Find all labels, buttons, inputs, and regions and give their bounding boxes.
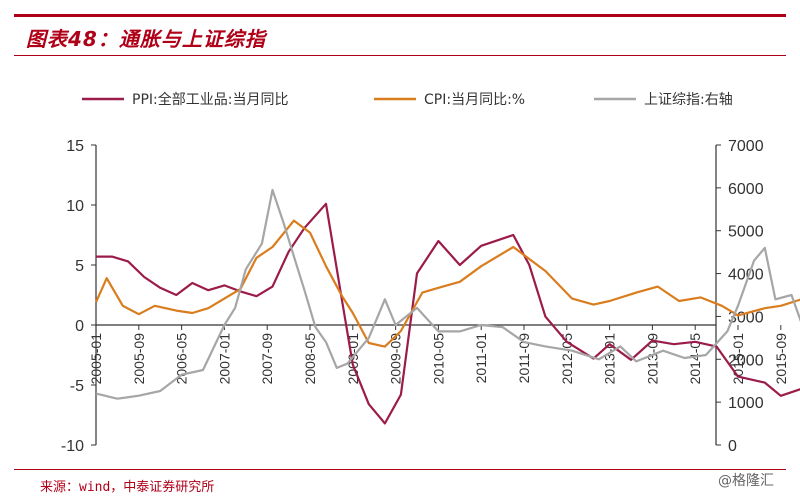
y-right-tick-label: 7000 [728,138,764,155]
y-left-tick-label: 0 [75,318,84,335]
x-tick-label: 2007-09 [259,333,275,385]
x-tick-label: 2010-05 [430,333,446,385]
legend-label-1: CPI:当月同比:% [424,92,525,108]
x-tick-label: 2005-09 [131,333,147,385]
y-right-tick-label: 2000 [728,352,764,369]
legend: PPI:全部工业品:当月同比 CPI:当月同比:% 上证综指:右轴 [82,91,733,108]
y-left-tick-label: 10 [66,198,84,215]
y-left-tick-label: -10 [61,438,84,455]
x-tick-label: 2013-09 [644,333,660,385]
title-bar: 图表48：通胀与上证综指 [14,14,786,56]
legend-label-0: PPI:全部工业品:当月同比 [132,91,288,108]
series-lines [94,188,800,425]
x-tick-label: 2008-05 [302,333,318,385]
y-right-tick-label: 0 [728,438,737,455]
footer-divider [14,469,786,470]
x-tick-label: 2005-01 [88,333,104,385]
source-note: 来源：wind，中泰证券研究所 [40,480,215,495]
x-tick-label: 2011-09 [516,333,532,384]
y-left-tick-label: 15 [66,138,84,155]
y-right-tick-label: 6000 [728,181,764,198]
x-tick-label: 2011-01 [473,333,489,384]
y-left-tick-label: 5 [75,258,84,275]
x-tick-label: 2015-09 [773,333,789,385]
series-line-1 [94,219,800,348]
y-left-tick-label: -5 [70,378,84,395]
chart-title: 图表48：通胀与上证综指 [26,27,266,51]
x-tick-label: 2013-01 [602,333,618,385]
x-tick-label: 2012-05 [559,333,575,385]
legend-label-2: 上证综指:右轴 [644,92,733,108]
x-tick-label: 2009-09 [388,333,404,385]
y-right-tick-label: 5000 [728,224,764,241]
axes: 151050-5-1070006000500040003000200010000… [61,138,789,455]
x-tick-label: 2006-05 [174,333,190,385]
series-line-2 [95,188,800,400]
series-line-0 [96,202,800,425]
y-right-tick-label: 4000 [728,267,764,284]
x-tick-label: 2014-05 [687,333,703,385]
x-tick-label: 2007-01 [216,333,232,385]
y-right-tick-label: 1000 [728,395,764,412]
watermark: @格隆汇 [718,473,774,489]
